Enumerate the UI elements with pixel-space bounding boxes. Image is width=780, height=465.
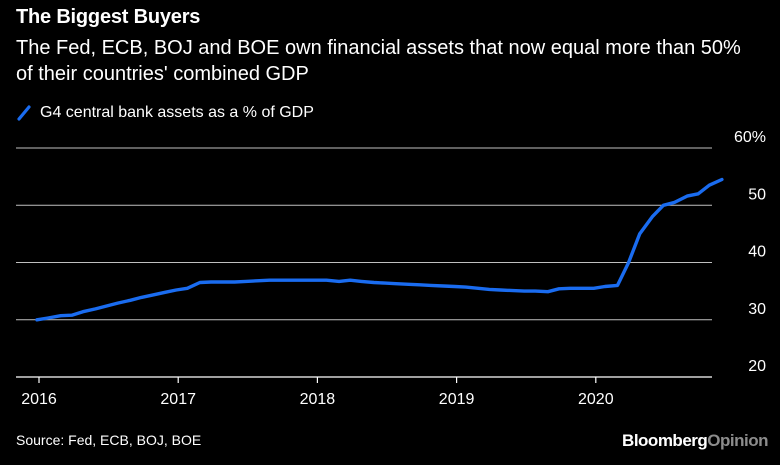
chart-subtitle: The Fed, ECB, BOJ and BOE own financial … bbox=[16, 37, 741, 85]
x-tick-label: 2016 bbox=[21, 391, 57, 408]
x-tick-label: 2017 bbox=[160, 391, 196, 408]
chart-title: The Biggest Buyers bbox=[16, 6, 201, 28]
legend-label: G4 central bank assets as a % of GDP bbox=[40, 104, 314, 121]
series bbox=[35, 177, 724, 322]
x-tick-label: 2020 bbox=[578, 391, 614, 408]
y-tick-label: 20 bbox=[748, 358, 766, 375]
x-tick-label: 2018 bbox=[300, 391, 336, 408]
legend: G4 central bank assets as a % of GDP bbox=[16, 104, 314, 122]
gridlines bbox=[16, 147, 712, 321]
brand-opinion: Opinion bbox=[707, 431, 768, 450]
x-tick-labels: 2016 2017 2018 2019 2020 bbox=[21, 391, 613, 408]
series-line-g4-assets bbox=[35, 177, 724, 322]
y-tick-label: 30 bbox=[748, 301, 766, 318]
x-axis bbox=[16, 376, 712, 383]
x-tick-label: 2019 bbox=[439, 391, 475, 408]
bloomberg-opinion-logo: BloombergOpinion bbox=[622, 431, 768, 451]
y-axis: 20 30 40 50 60% bbox=[734, 129, 766, 375]
y-tick-label: 50 bbox=[748, 186, 766, 203]
y-tick-label: 60% bbox=[734, 129, 766, 146]
brand-bloomberg: Bloomberg bbox=[622, 431, 708, 450]
legend-line-icon bbox=[17, 105, 31, 121]
source-note: Source: Fed, ECB, BOJ, BOE bbox=[16, 432, 202, 448]
y-tick-label: 40 bbox=[748, 244, 766, 261]
